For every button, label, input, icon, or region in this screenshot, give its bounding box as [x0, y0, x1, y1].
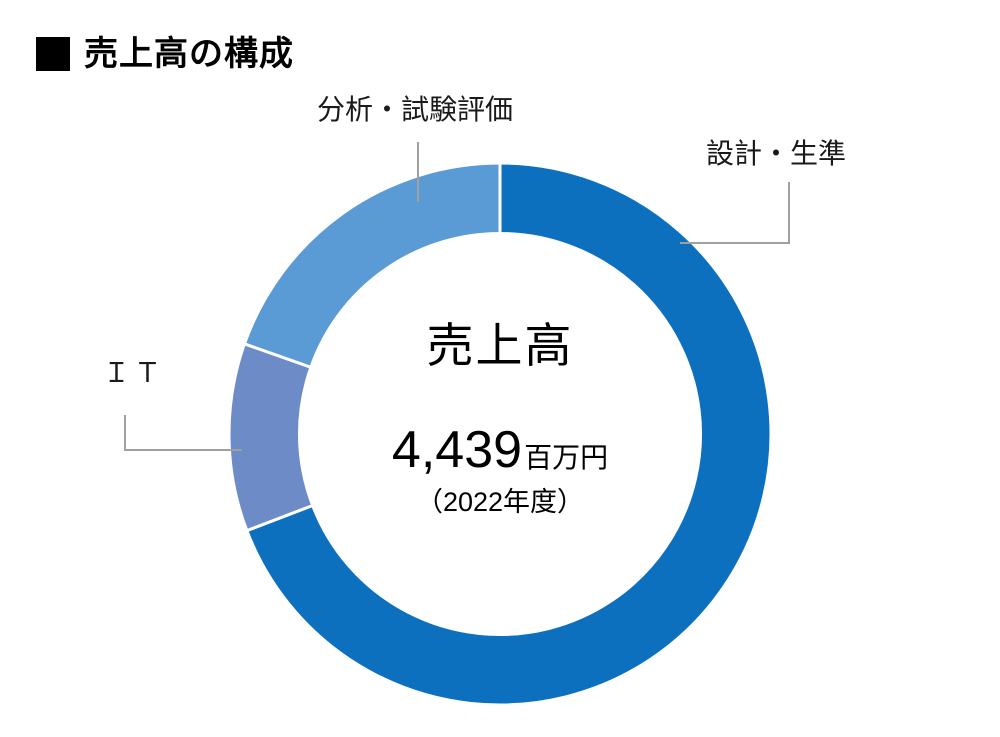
square-bullet-icon	[36, 37, 70, 71]
leader-line-it-vertical	[124, 415, 126, 451]
donut-center-note: （2022年度）	[415, 487, 585, 517]
segment-label-it: ＩＴ	[103, 358, 165, 388]
leader-line-analysis	[417, 142, 419, 202]
donut-center-value: 4,439	[391, 421, 523, 479]
donut-center-value-row: 4,439 百万円	[0, 424, 1000, 476]
donut-center-title: 売上高	[426, 319, 574, 372]
leader-line-it-horizontal	[124, 449, 242, 451]
donut-segment-2	[242, 161, 502, 370]
segment-label-design: 設計・生準	[706, 138, 847, 169]
donut-center-unit: 百万円	[524, 442, 609, 473]
page-title: 売上高の構成	[84, 35, 294, 73]
segment-label-analysis: 分析・試験評価	[316, 94, 514, 125]
page-header: 売上高の構成	[36, 37, 294, 71]
donut-segment-0	[244, 161, 773, 707]
leader-line-design-vertical	[788, 182, 790, 244]
leader-line-design-horizontal	[680, 242, 790, 244]
